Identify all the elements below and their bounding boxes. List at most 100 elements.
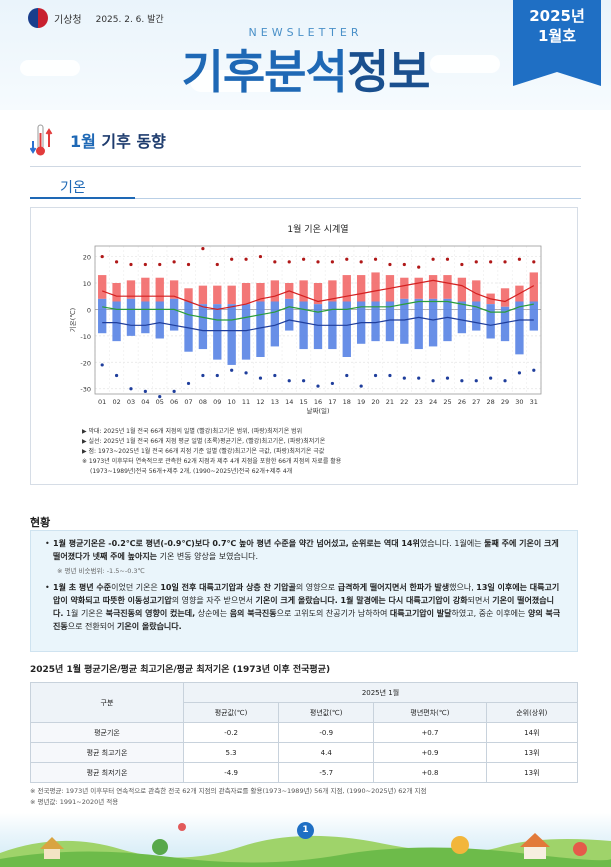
min-temp-range-bar: [371, 301, 380, 342]
newsletter-header: 기상청 2025. 2. 6. 발간 NEWSLETTER 기후분석정보 202…: [0, 0, 611, 110]
min-extreme-point: [114, 373, 119, 378]
min-extreme-point: [359, 384, 363, 388]
min-temp-range-bar: [126, 298, 136, 336]
table-cell: 13위: [485, 762, 579, 783]
x-tick-label: 07: [184, 398, 192, 406]
max-temp-range-bar: [299, 280, 308, 302]
chart-title: 1월 기온 시계열: [287, 223, 348, 235]
x-tick-label: 04: [141, 398, 149, 406]
x-tick-label: 25: [443, 398, 451, 406]
max-temp-range-bar: [529, 272, 538, 302]
mean-temp-line: [102, 300, 534, 321]
table-header: 평년편차(℃): [373, 702, 487, 723]
max-temp-range-bar: [457, 277, 467, 302]
x-tick-label: 08: [199, 398, 207, 406]
max-extreme-point: [201, 247, 205, 251]
x-tick-label: 22: [400, 398, 408, 406]
x-tick-label: 13: [271, 398, 279, 406]
max-temp-range-bar: [472, 280, 481, 302]
plot-frame: [94, 245, 542, 395]
min-temp-range-bar: [515, 301, 524, 355]
min-extreme-point: [445, 376, 450, 380]
max-temp-range-bar: [141, 277, 150, 302]
max-temp-line: [101, 279, 535, 311]
min-extreme-point: [474, 379, 478, 383]
title-part-2: 정보: [346, 45, 431, 99]
text-span: 급격하게 떨어지면서 한파가 발생: [337, 583, 450, 592]
chart-note: ※ 1973년 이후부터 연속적으로 관측한 62개 지점과 제주 4개 지점을…: [82, 458, 342, 465]
max-extreme-point: [532, 260, 536, 264]
table-cell: -0.2: [182, 722, 280, 743]
tab-underline: [30, 197, 135, 199]
min-extreme-point: [345, 373, 349, 378]
max-temp-range-bar: [241, 283, 251, 305]
max-extreme-point: [302, 257, 306, 261]
min-extreme-point: [503, 379, 507, 383]
table-cell: 14위: [485, 722, 579, 743]
min-temp-range-bar: [169, 298, 179, 331]
text-span: 둘째 주에 기온이 크게 떨어졌다가 넷째 주에 높아지는: [53, 539, 559, 561]
chart-container: 1월 기온 시계열 -30 -20 -10 0 10 20 01 02 03 04 05 06 07 08 0…: [30, 207, 578, 485]
min-extreme-point: [273, 373, 277, 378]
y-tick-label: -30: [80, 386, 91, 394]
text-span: 하였고, 중순 이후에는: [451, 609, 528, 618]
max-extreme-point: [258, 254, 263, 259]
max-extreme-point: [230, 257, 234, 261]
x-tick-label: 26: [458, 398, 466, 406]
issue-date: 2025. 2. 6. 발간: [95, 14, 164, 25]
text-span: 1월 기온은: [63, 609, 106, 618]
badge-month: 1월호: [537, 27, 577, 45]
text-span: 였습니다. 1월에는: [419, 539, 485, 548]
min-extreme-point: [489, 376, 493, 380]
x-tick-label: 03: [127, 398, 135, 406]
text-span: 했으나,: [449, 583, 477, 592]
text-span: 양의 북극진동: [53, 609, 561, 631]
max-temp-range-bar: [342, 275, 351, 302]
temperature-table: 구분 2025년 1월 평균값(℃) 평년값(℃) 평년편차(℃) 순위(상위)…: [30, 682, 579, 783]
min-extreme-point: [201, 373, 205, 378]
max-extreme-point: [345, 257, 349, 261]
max-temp-range-bar: [414, 277, 423, 299]
min-temp-range-bar: [500, 306, 510, 342]
min-temp-range-bar: [241, 304, 251, 360]
max-temp-range-bar: [213, 285, 222, 305]
text-span: 13일 이후에는 대륙고기압이 약화되고 따뜻한 이동성고기압: [53, 583, 560, 605]
text-span: 이었던 기온은: [111, 583, 161, 592]
max-extreme-point: [517, 257, 522, 261]
text-span: 상순에는: [195, 609, 230, 618]
min-temp-range-bar: [198, 304, 208, 350]
max-extreme-point: [273, 260, 277, 264]
x-tick-label: 18: [343, 398, 351, 406]
min-extreme-point: [158, 395, 162, 399]
x-tick-label: 19: [357, 398, 365, 406]
max-extreme-point: [402, 262, 406, 267]
min-extreme-point: [172, 389, 176, 393]
min-temp-range-bar: [457, 301, 467, 334]
x-tick-label: 28: [487, 398, 495, 406]
x-tick-label: 23: [415, 398, 423, 406]
max-extreme-point: [373, 257, 378, 261]
x-tick-label: 21: [386, 398, 394, 406]
table-row: 평균기온 -0.2 -0.9 +0.7 14위: [30, 722, 579, 743]
table-cell: 4.4: [278, 742, 375, 763]
cloud-decoration: [20, 60, 80, 76]
table-cell: 5.3: [182, 742, 280, 763]
min-temp-range-bar: [256, 301, 265, 357]
chart-note: ▶ 점: 1973~2025년 1월 전국 66개 지점 기준 일별 (빨강)최…: [82, 448, 325, 455]
max-temp-range-bar: [198, 285, 208, 305]
temperature-chart: 1월 기온 시계열 -30 -20 -10 0 10 20 01 02 03 04 05 06 07 08 0…: [68, 223, 542, 415]
table-cell: 13위: [485, 742, 579, 763]
table-cell: +0.8: [373, 762, 487, 783]
thermometer-icon: [29, 121, 62, 159]
max-temp-range-bar: [328, 280, 337, 302]
max-extreme-point: [129, 262, 133, 267]
max-temp-range-bar: [256, 283, 265, 302]
table-cell: +0.9: [373, 742, 487, 763]
min-extreme-point: [258, 376, 263, 380]
min-temp-range-bar: [472, 301, 481, 331]
min-extreme-point: [215, 373, 219, 378]
page-title: 기후분석정보: [0, 36, 611, 102]
min-temp-range-bar: [428, 298, 438, 347]
min-temp-range-bar: [400, 298, 409, 344]
min-temp-range-bar: [443, 298, 452, 342]
